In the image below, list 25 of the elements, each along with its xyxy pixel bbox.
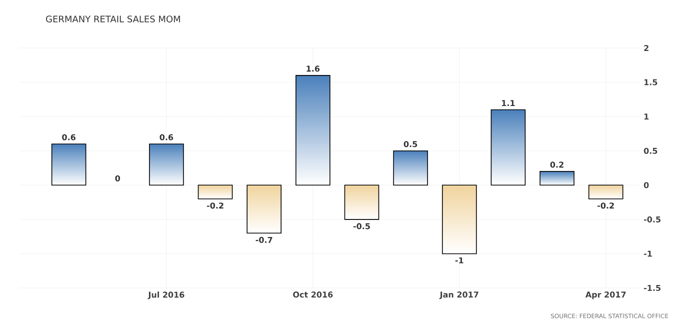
x-tick-label: Oct 2016 <box>293 292 333 298</box>
x-tick-label: Jan 2017 <box>439 292 478 300</box>
y-tick-label: 1 <box>644 114 649 120</box>
x-tick-label: Apr 2017 <box>585 292 626 300</box>
y-tick-label: 2 <box>644 45 648 51</box>
data-label: -0.5 <box>353 223 370 230</box>
y-tick-label: -1 <box>644 250 652 257</box>
data-label: 0.6 <box>62 134 76 140</box>
x-tick-label: Jul 2016 <box>148 292 184 300</box>
data-label: 0.5 <box>404 141 418 148</box>
data-label: 0 <box>115 175 120 182</box>
chart-title: GERMANY RETAIL SALES MOM <box>46 16 180 22</box>
data-label: 0.6 <box>160 134 174 140</box>
y-tick-label: 0 <box>644 182 649 188</box>
data-label: 1.1 <box>502 100 515 106</box>
y-tick-label: 0.5 <box>644 148 658 154</box>
data-label: 0.2 <box>550 162 564 168</box>
data-label: -1 <box>455 257 464 264</box>
data-label: 1.6 <box>306 66 320 72</box>
y-tick-label: 1.5 <box>644 79 658 86</box>
y-tick-label: -1.5 <box>644 285 660 291</box>
data-label: -0.2 <box>598 202 614 209</box>
data-label: -0.2 <box>206 202 224 209</box>
y-tick-label: -0.5 <box>644 216 660 222</box>
data-label: -0.7 <box>256 236 272 243</box>
